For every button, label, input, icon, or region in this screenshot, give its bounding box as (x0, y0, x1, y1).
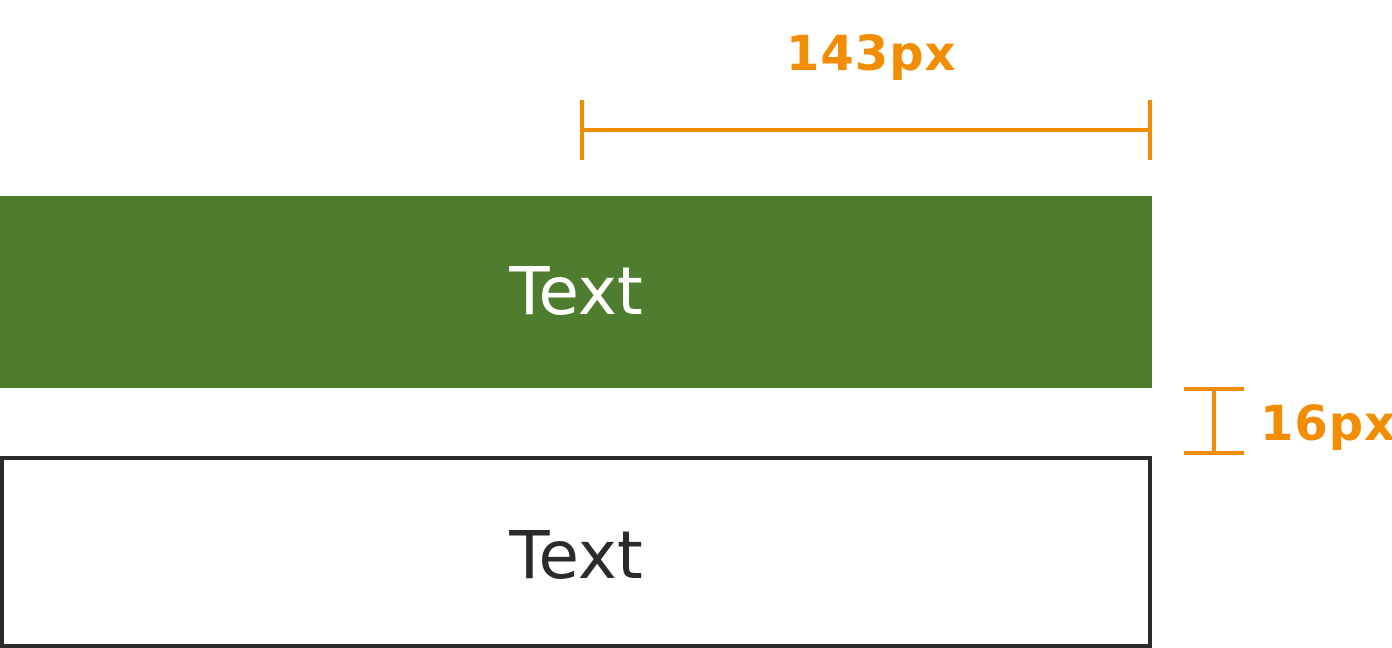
primary-button[interactable]: Text (0, 196, 1152, 388)
gap-dimension-cap-bottom (1184, 451, 1244, 455)
primary-button-label: Text (509, 253, 643, 330)
width-dimension-tick-right (1148, 100, 1152, 160)
outline-button[interactable]: Text (0, 456, 1152, 648)
gap-dimension-stem (1212, 387, 1216, 455)
gap-dimension-line (1184, 387, 1244, 455)
gap-dimension-label: 16px (1260, 396, 1392, 452)
width-dimension-bar (580, 128, 1152, 132)
width-dimension-label: 143px (786, 26, 957, 82)
outline-button-label: Text (509, 517, 643, 594)
width-dimension-line (580, 100, 1152, 160)
